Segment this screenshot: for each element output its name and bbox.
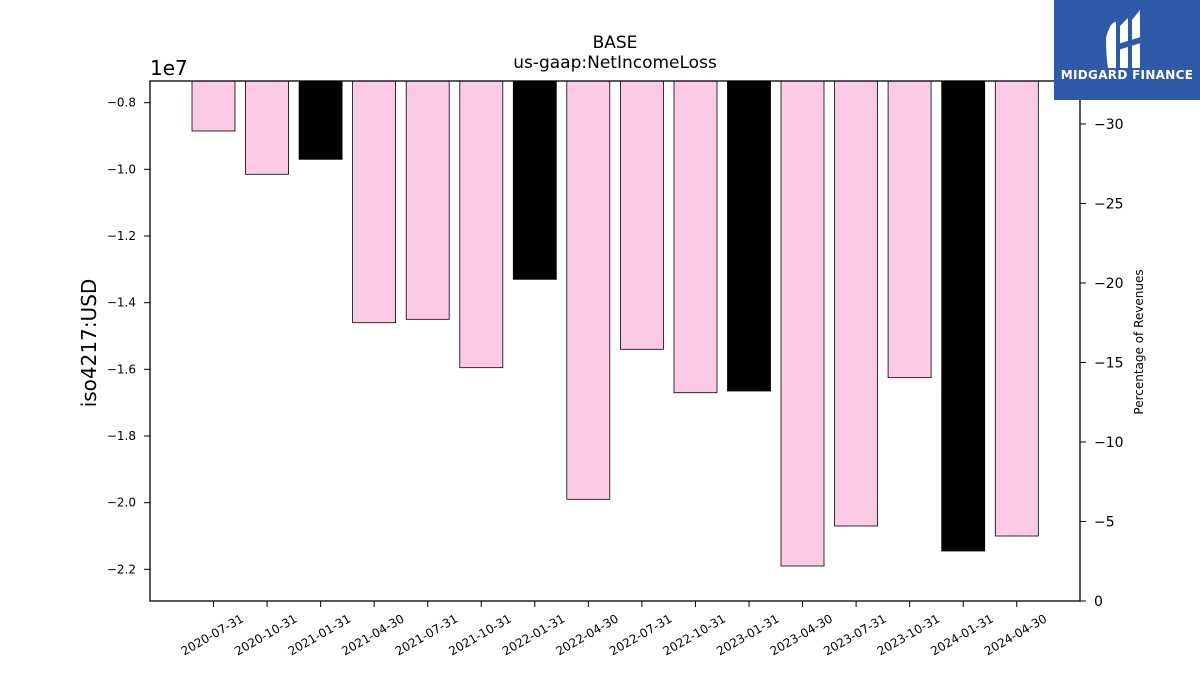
brand-logo: MIDGARD FINANCE [1054,0,1200,100]
y-offset-label: 1e7 [150,56,188,80]
bar-2023-07-31 [834,80,878,527]
y-tick-label: −1.2 [107,229,136,243]
y-tick-label: −2.0 [107,496,136,510]
chart-title: BASE [593,33,638,53]
y-tick-label: −1.8 [107,429,136,443]
y-tick-label: −0.8 [107,96,136,110]
chart-subtitle: us-gaap:NetIncomeLoss [513,53,717,73]
y-axis-right-label: Percentage of Revenues [1132,269,1146,414]
y-tick-label: −1.4 [107,296,136,310]
y-right-tick-label: −10 [1094,435,1124,451]
y-axis-label: iso4217:USD [77,279,101,408]
y-tick-label: −1.0 [107,162,136,176]
y-right-tick-label: −15 [1094,355,1124,371]
bar-2021-10-31 [459,80,504,369]
bar-2022-10-31 [673,80,718,394]
y-right-tick-label: −5 [1094,514,1115,530]
bar-2020-07-31 [191,80,236,132]
y-right-tick-label: 0 [1094,594,1103,610]
bar-2020-10-31 [245,80,290,175]
brand-name: MIDGARD FINANCE [1060,68,1194,82]
y-right-tick-label: −20 [1094,276,1124,292]
bar-2022-04-30 [566,80,611,500]
bar-2024-01-31 [941,80,986,552]
bar-2023-01-31 [727,80,771,392]
y-tick-label: −1.6 [107,362,136,376]
y-right-tick-label: −30 [1094,117,1124,133]
plot-frame [149,80,1081,602]
y-axis-left: −0.8 −1.0 −1.2 −1.4 −1.6 −1.8 −2.0 −2.2 [107,96,150,576]
bar-2023-10-31 [887,80,932,379]
y-tick-label: −2.2 [107,562,136,576]
bar-2024-04-30 [994,80,1039,537]
bar-2021-07-31 [405,80,450,320]
bar-2021-01-31 [298,80,343,160]
x-axis: 2020-07-312020-10-312021-01-312021-04-30… [179,601,1049,658]
midgard-logo-icon [1106,10,1144,68]
bar-2022-01-31 [512,80,557,280]
y-right-tick-label: −25 [1094,196,1124,212]
y-axis-right: −30 −25 −20 −15 −10 −5 0 [1080,117,1124,610]
bar-2023-04-30 [780,80,825,567]
bars-group [191,80,1039,567]
bar-2022-07-31 [620,80,664,350]
bar-2021-04-30 [352,80,397,324]
